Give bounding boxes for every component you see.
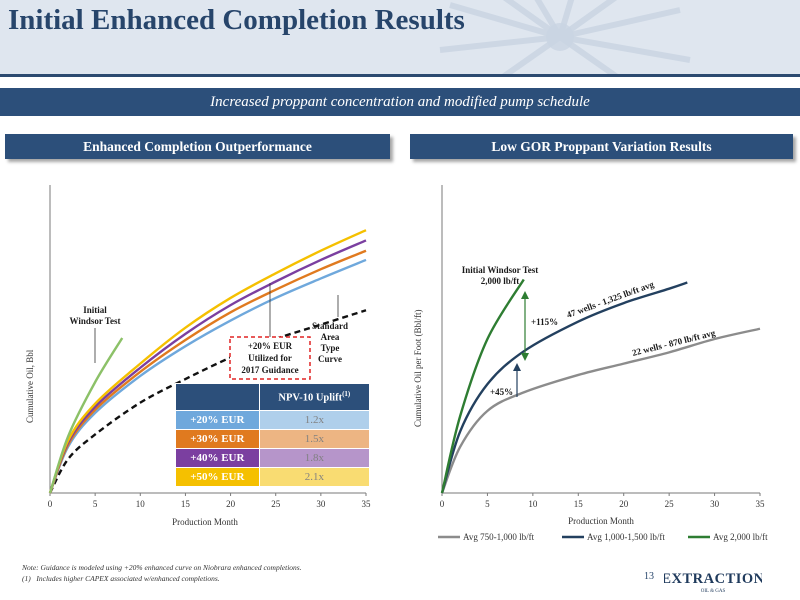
left-xtick-label: 10 bbox=[136, 499, 146, 509]
legend-label-1000: Avg 1,000-1,500 lb/ft bbox=[587, 532, 665, 542]
pct45-arrow-head bbox=[513, 363, 521, 371]
footnote-item-text: Includes higher CAPEX associated w/enhan… bbox=[36, 574, 220, 583]
right-initial-label-1: Initial Windsor Test bbox=[462, 265, 539, 275]
logo-subtext: OIL & GAS bbox=[701, 589, 726, 594]
standard-label-2: Area bbox=[321, 332, 340, 342]
guidance-label-1: +20% EUR bbox=[248, 341, 293, 351]
header-banner: Initial Enhanced Completion Results bbox=[0, 0, 800, 74]
header-decoration bbox=[439, 0, 691, 74]
right-series-line-1 bbox=[440, 281, 688, 494]
table-row: +40% EUR 1.8x bbox=[175, 448, 371, 468]
guidance-label-2: Utilized for bbox=[248, 353, 292, 363]
pct115-arrow-head-up bbox=[521, 291, 529, 299]
left-xtick-label: 35 bbox=[362, 499, 372, 509]
table-row-value: 1.5x bbox=[258, 429, 371, 449]
footnote-item: (1) Includes higher CAPEX associated w/e… bbox=[22, 573, 302, 584]
left-series-line-2 bbox=[48, 249, 367, 494]
right-xtick-label: 15 bbox=[574, 499, 584, 509]
logo-wordmark: EXTRACTION bbox=[664, 571, 762, 587]
right-series-line-0 bbox=[440, 327, 761, 494]
left-xtick-label: 5 bbox=[93, 499, 98, 509]
left-series-line-4 bbox=[48, 229, 367, 494]
table-header-row: NPV-10 Uplift(1) bbox=[175, 383, 371, 411]
right-xtick-label: 10 bbox=[528, 499, 538, 509]
right-xtick-label: 20 bbox=[619, 499, 629, 509]
left-panel-heading: Enhanced Completion Outperformance bbox=[5, 134, 390, 159]
extraction-logo: EXTRACTION OIL & GAS bbox=[664, 571, 762, 594]
left-series-line-1 bbox=[48, 258, 367, 494]
footnote: Note: Guidance is modeled using +20% enh… bbox=[22, 562, 302, 584]
right-xtick-label: 35 bbox=[756, 499, 766, 509]
left-series-line-5 bbox=[48, 337, 124, 494]
left-xtick-label: 30 bbox=[316, 499, 326, 509]
right-series-line-2 bbox=[440, 278, 525, 494]
standard-label-4: Curve bbox=[318, 354, 342, 364]
table-row: +50% EUR 2.1x bbox=[175, 467, 371, 487]
page-title: Initial Enhanced Completion Results bbox=[8, 4, 465, 36]
table-row-value: 1.8x bbox=[258, 448, 371, 468]
left-xtick-label: 20 bbox=[226, 499, 236, 509]
table-row-label: +30% EUR bbox=[175, 429, 260, 449]
pct45-label: +45% bbox=[490, 387, 513, 397]
legend-label-2000: Avg 2,000 lb/ft bbox=[713, 532, 768, 542]
right-xtick-label: 0 bbox=[440, 499, 445, 509]
subtitle-banner: Increased proppant concentration and mod… bbox=[0, 88, 800, 116]
table-row-value: 1.2x bbox=[258, 410, 371, 430]
table-row-label: +20% EUR bbox=[175, 410, 260, 430]
table-row: +20% EUR 1.2x bbox=[175, 410, 371, 430]
guidance-label-3: 2017 Guidance bbox=[241, 365, 298, 375]
right-chart: 0 5 10 15 20 25 30 35 Production Month Cumulati… bbox=[413, 185, 768, 542]
left-series-line-0 bbox=[48, 309, 367, 494]
npv-uplift-table: NPV-10 Uplift(1) +20% EUR 1.2x +30% EUR 1.5… bbox=[175, 383, 371, 487]
footnote-note: Note: Guidance is modeled using +20% enh… bbox=[22, 563, 302, 572]
standard-label-1: Standard bbox=[312, 321, 348, 331]
right-ylabel: Cumulative Oil per Foot (Bbl/ft) bbox=[413, 310, 423, 428]
initial-test-label-2: Windsor Test bbox=[70, 316, 121, 326]
left-xtick-label: 0 bbox=[48, 499, 53, 509]
table-row: +30% EUR 1.5x bbox=[175, 429, 371, 449]
left-chart: 0 5 10 15 20 25 30 35 Production Month Cumulati… bbox=[25, 185, 372, 527]
guidance-callout-box bbox=[229, 336, 311, 380]
table-row-label: +50% EUR bbox=[175, 467, 260, 487]
right-xtick-label: 30 bbox=[710, 499, 720, 509]
left-ylabel: Cumulative Oil, Bbl bbox=[25, 349, 35, 423]
table-header-npv: NPV-10 Uplift(1) bbox=[258, 383, 371, 411]
label-47-wells: 47 wells - 1,325 lb/ft avg bbox=[565, 279, 655, 320]
left-xtick-label: 25 bbox=[271, 499, 281, 509]
left-xtick-label: 15 bbox=[181, 499, 191, 509]
npv-header-sup: (1) bbox=[342, 390, 351, 399]
pct115-label: +115% bbox=[531, 317, 558, 327]
right-xlabel: Production Month bbox=[568, 516, 634, 526]
right-xtick-label: 5 bbox=[485, 499, 490, 509]
table-row-value: 2.1x bbox=[258, 467, 371, 487]
left-xlabel: Production Month bbox=[172, 517, 238, 527]
table-header-blank bbox=[175, 383, 260, 411]
initial-test-label-1: Initial bbox=[83, 305, 107, 315]
page-number: 13 bbox=[644, 571, 654, 582]
table-row-label: +40% EUR bbox=[175, 448, 260, 468]
standard-label-3: Type bbox=[321, 343, 340, 353]
right-xtick-label: 25 bbox=[665, 499, 675, 509]
legend-label-750: Avg 750-1,000 lb/ft bbox=[463, 532, 535, 542]
npv-header-text: NPV-10 Uplift bbox=[278, 392, 343, 404]
right-panel-heading: Low GOR Proppant Variation Results bbox=[410, 134, 793, 159]
header-divider bbox=[0, 74, 800, 77]
right-initial-label-2: 2,000 lb/ft bbox=[481, 276, 520, 286]
footnote-marker: (1) bbox=[22, 574, 31, 583]
pct115-arrow-head-down bbox=[521, 353, 529, 361]
